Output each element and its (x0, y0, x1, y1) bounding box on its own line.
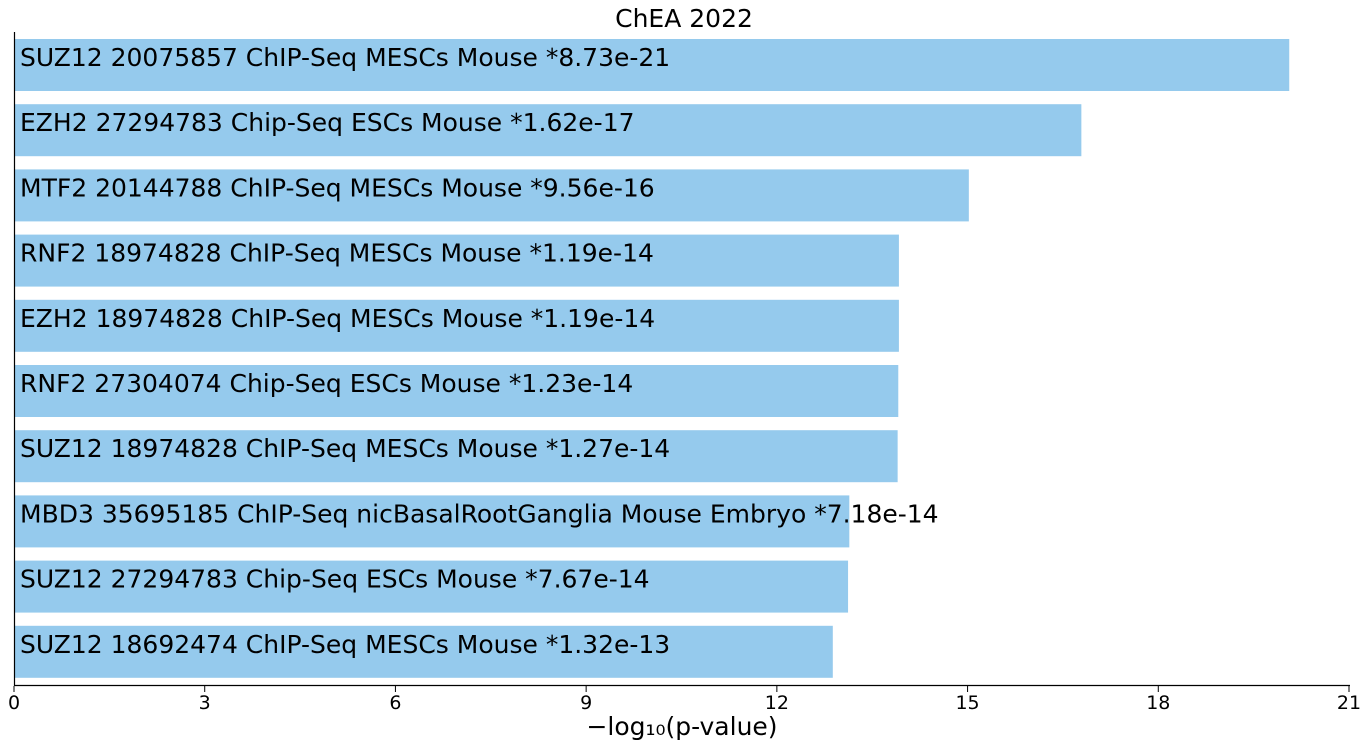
bar (14, 299, 899, 352)
x-axis-label: −log₁₀(p-value) (586, 712, 777, 741)
bar-label: MBD3 35695185 ChIP-Seq nicBasalRootGangl… (20, 499, 939, 528)
bar-label: EZH2 18974828 ChIP-Seq MESCs Mouse *1.19… (20, 304, 655, 333)
x-tick-label: 15 (955, 692, 979, 714)
bar-labels-group: SUZ12 20075857 ChIP-Seq MESCs Mouse *8.7… (20, 43, 939, 659)
x-tick-label: 12 (765, 692, 789, 714)
x-tick-label: 6 (389, 692, 401, 714)
chart-title: ChEA 2022 (615, 4, 753, 33)
bar (14, 39, 1290, 91)
bar-label: RNF2 18974828 ChIP-Seq MESCs Mouse *1.19… (20, 239, 654, 268)
bar (14, 430, 898, 483)
x-tick-label: 9 (580, 692, 592, 714)
x-tick-label: 3 (199, 692, 211, 714)
bar (14, 495, 850, 548)
x-tick-label: 21 (1337, 692, 1361, 714)
bar-label: SUZ12 20075857 ChIP-Seq MESCs Mouse *8.7… (20, 43, 670, 72)
bars-group (14, 39, 1290, 678)
x-tick-label: 0 (8, 692, 20, 714)
bar-label: EZH2 27294783 Chip-Seq ESCs Mouse *1.62e… (20, 108, 635, 137)
x-tick-label: 18 (1146, 692, 1170, 714)
bar (14, 625, 833, 678)
bar (14, 169, 969, 222)
bar-label: SUZ12 18692474 ChIP-Seq MESCs Mouse *1.3… (20, 630, 670, 659)
bar-label: SUZ12 18974828 ChIP-Seq MESCs Mouse *1.2… (20, 434, 670, 463)
bar-label: SUZ12 27294783 Chip-Seq ESCs Mouse *7.67… (20, 565, 650, 594)
bar (14, 365, 899, 417)
bar-label: MTF2 20144788 ChIP-Seq MESCs Mouse *9.56… (20, 173, 655, 202)
x-ticks-group: 0 3 6 9 12 15 18 21 (8, 686, 1361, 714)
bar (14, 234, 899, 287)
bar (14, 560, 849, 613)
bar-label: RNF2 27304074 Chip-Seq ESCs Mouse *1.23e… (20, 369, 633, 398)
bar (14, 104, 1082, 157)
